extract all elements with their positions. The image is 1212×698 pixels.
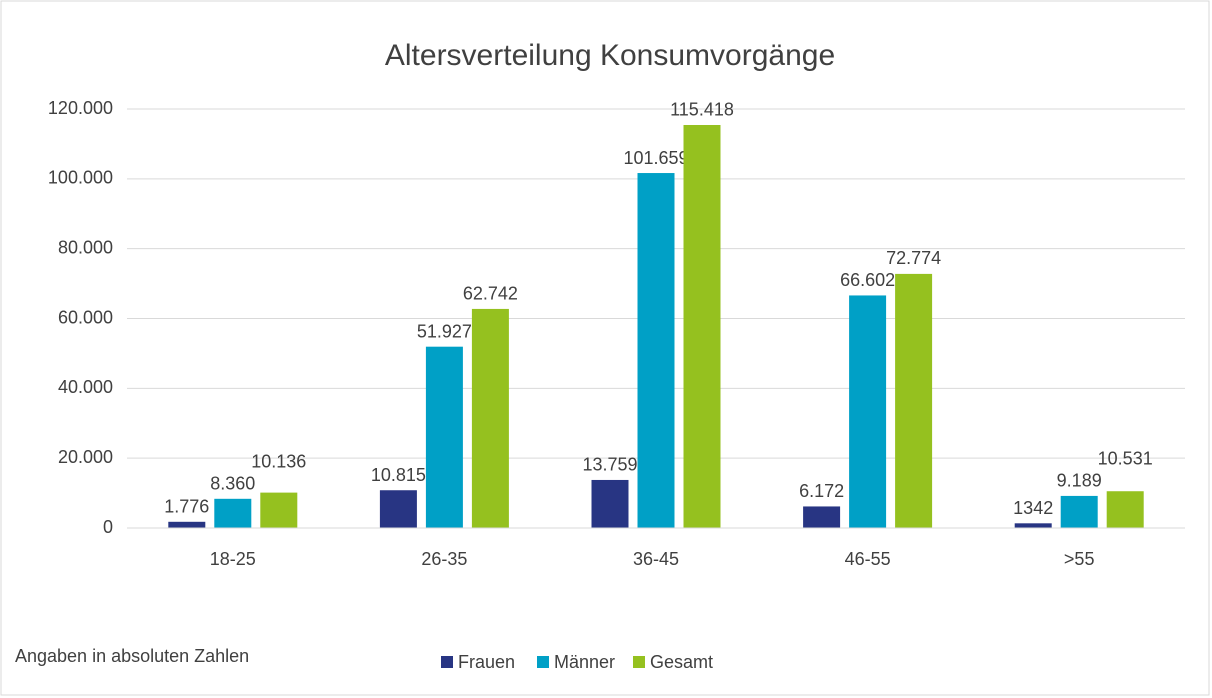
data-label: 1.776	[164, 497, 209, 517]
y-tick-label: 120.000	[48, 98, 113, 118]
data-label: 10.136	[251, 452, 306, 472]
bar	[214, 498, 252, 528]
x-tick-label: 18-25	[210, 549, 256, 569]
y-tick-label: 0	[103, 517, 113, 537]
y-tick-label: 40.000	[58, 377, 113, 397]
chart-title: Altersverteilung Konsumvorgänge	[385, 39, 835, 72]
legend-swatch	[441, 656, 453, 668]
x-tick-label: 46-55	[845, 549, 891, 569]
y-tick-label: 80.000	[58, 237, 113, 257]
y-tick-label: 100.000	[48, 168, 113, 188]
bar	[637, 173, 675, 529]
annotation: Angaben in absoluten Zahlen	[15, 646, 249, 666]
y-tick-label: 20.000	[58, 447, 113, 467]
legend-swatch	[633, 656, 645, 668]
data-label: 115.418	[670, 100, 734, 120]
x-tick-label: >55	[1064, 549, 1095, 569]
bar	[1014, 523, 1052, 528]
data-label: 6.172	[799, 481, 844, 501]
bar	[425, 346, 463, 528]
y-tick-label: 60.000	[58, 307, 113, 327]
bar	[379, 490, 417, 528]
data-label: 51.927	[417, 321, 472, 341]
legend-label: Frauen	[458, 652, 515, 672]
data-label: 72.774	[886, 248, 941, 268]
bar	[260, 492, 298, 528]
data-label: 66.602	[840, 270, 895, 290]
bar	[895, 273, 933, 528]
data-label: 9.189	[1057, 471, 1102, 491]
x-tick-label: 36-45	[633, 549, 679, 569]
bar	[1060, 495, 1098, 528]
bar	[471, 308, 509, 528]
bar	[168, 521, 206, 528]
bar	[1106, 491, 1144, 528]
data-label: 8.360	[210, 474, 255, 494]
data-label: 62.742	[463, 284, 518, 304]
bar	[683, 124, 721, 529]
bar	[803, 506, 841, 528]
data-label: 10.531	[1098, 449, 1153, 469]
data-label: 101.659	[623, 148, 688, 168]
x-tick-label: 26-35	[421, 549, 467, 569]
data-label: 13.759	[582, 455, 637, 475]
legend-label: Gesamt	[650, 652, 713, 672]
legend-label: Männer	[554, 652, 615, 672]
legend-swatch	[537, 656, 549, 668]
bar	[591, 479, 629, 528]
data-label: 10.815	[371, 465, 426, 485]
bar	[849, 295, 887, 528]
data-label: 1342	[1013, 498, 1053, 518]
